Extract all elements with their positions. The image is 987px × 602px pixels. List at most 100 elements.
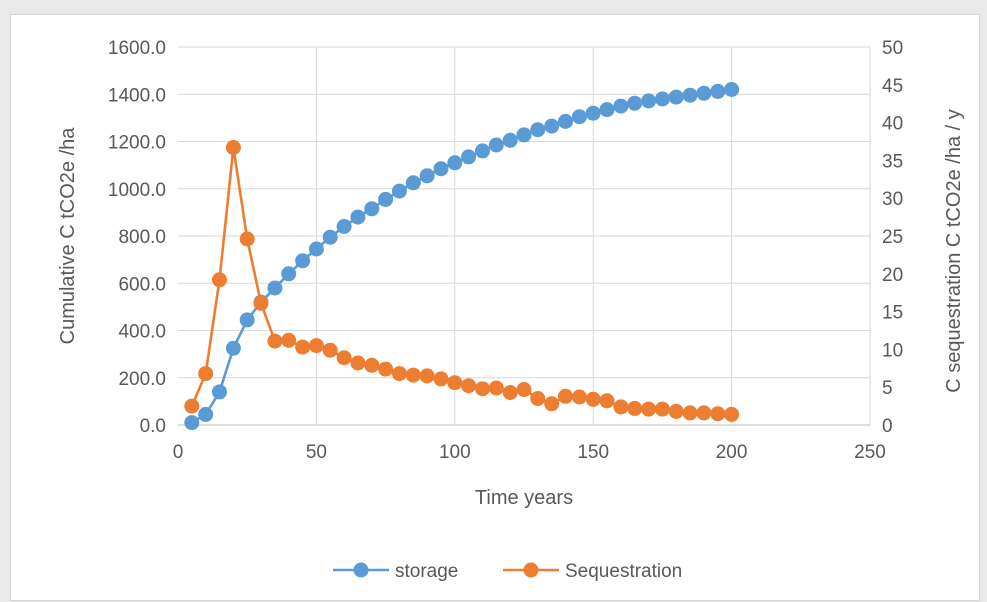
y-right-tick-label: 15 bbox=[882, 303, 903, 324]
data-point bbox=[475, 381, 490, 397]
data-point bbox=[544, 118, 560, 134]
data-point bbox=[710, 83, 726, 99]
grid-layer bbox=[178, 46, 871, 426]
data-point bbox=[433, 371, 449, 387]
data-point bbox=[419, 368, 435, 384]
x-tick-label: 50 bbox=[306, 442, 327, 463]
data-point bbox=[668, 89, 684, 105]
data-point bbox=[281, 266, 297, 282]
data-point bbox=[571, 109, 587, 125]
data-point bbox=[239, 312, 255, 328]
data-point bbox=[391, 366, 407, 382]
x-axis-title: Time years bbox=[475, 487, 573, 509]
y-right-tick-label: 45 bbox=[882, 76, 903, 97]
data-point bbox=[585, 391, 601, 407]
data-point bbox=[571, 389, 587, 405]
data-point bbox=[225, 140, 241, 155]
data-point bbox=[281, 332, 297, 348]
data-point bbox=[212, 384, 227, 400]
y-right-tick-label: 0 bbox=[882, 416, 893, 437]
data-point bbox=[654, 91, 670, 107]
data-point bbox=[447, 375, 463, 391]
legend-marker bbox=[523, 562, 539, 578]
data-point bbox=[654, 401, 670, 417]
legend-marker bbox=[353, 562, 369, 578]
data-point bbox=[322, 229, 338, 245]
data-point bbox=[433, 161, 449, 177]
legend: storage Sequestration bbox=[333, 561, 682, 582]
data-point bbox=[724, 406, 740, 422]
data-point bbox=[364, 357, 380, 373]
data-point bbox=[682, 87, 698, 103]
data-point bbox=[184, 398, 200, 414]
data-point bbox=[696, 405, 712, 421]
legend-label: storage bbox=[395, 561, 458, 582]
data-point bbox=[267, 280, 283, 296]
y-left-tick-label: 600.0 bbox=[118, 274, 166, 295]
y-right-tick-labels: 0 5 10 15 20 25 30 35 40 45 50 bbox=[882, 38, 903, 437]
y-right-tick-label: 35 bbox=[882, 151, 903, 172]
data-point bbox=[627, 400, 643, 416]
y-left-tick-label: 800.0 bbox=[118, 227, 166, 248]
y-left-axis-title: Cumulative C tCO2e /ha bbox=[57, 127, 79, 345]
y-right-tick-label: 5 bbox=[882, 378, 893, 399]
y-left-tick-label: 1600.0 bbox=[108, 38, 166, 59]
data-point bbox=[599, 393, 615, 409]
data-point bbox=[350, 209, 366, 225]
data-point bbox=[419, 168, 435, 184]
data-point bbox=[710, 406, 726, 422]
y-right-tick-label: 50 bbox=[882, 38, 903, 59]
data-point bbox=[502, 132, 518, 148]
data-point bbox=[461, 149, 477, 165]
data-point bbox=[516, 127, 532, 143]
data-point bbox=[627, 95, 643, 111]
data-point bbox=[682, 405, 698, 421]
y-left-tick-label: 0.0 bbox=[140, 416, 166, 437]
data-point bbox=[308, 338, 324, 354]
data-point bbox=[696, 85, 712, 101]
data-point bbox=[378, 361, 394, 377]
legend-item: Sequestration bbox=[503, 561, 682, 582]
data-point bbox=[488, 137, 504, 153]
data-point bbox=[364, 201, 380, 217]
data-point bbox=[641, 401, 657, 417]
data-point bbox=[530, 391, 546, 406]
y-left-tick-label: 400.0 bbox=[118, 322, 166, 343]
data-point bbox=[198, 366, 214, 382]
data-point bbox=[267, 333, 283, 349]
data-point bbox=[322, 342, 338, 358]
data-point bbox=[613, 399, 629, 415]
data-point bbox=[599, 102, 615, 118]
y-left-tick-label: 1400.0 bbox=[108, 85, 166, 106]
series-line bbox=[191, 88, 732, 424]
data-point bbox=[308, 241, 324, 257]
x-tick-labels: 0 50 100 150 200 250 bbox=[173, 442, 886, 463]
y-right-tick-label: 30 bbox=[882, 189, 903, 210]
data-point bbox=[641, 93, 657, 109]
data-point bbox=[184, 415, 200, 431]
x-tick-label: 0 bbox=[173, 442, 184, 463]
x-tick-label: 100 bbox=[439, 442, 471, 463]
data-point bbox=[461, 378, 477, 394]
data-point bbox=[668, 403, 684, 419]
data-point bbox=[212, 272, 227, 288]
data-point bbox=[488, 380, 504, 396]
data-point bbox=[558, 388, 573, 404]
data-point bbox=[336, 219, 352, 234]
y-left-tick-label: 1200.0 bbox=[108, 133, 166, 154]
data-point bbox=[475, 143, 490, 159]
data-point bbox=[336, 350, 352, 366]
data-point bbox=[530, 122, 546, 138]
data-point bbox=[253, 295, 269, 311]
y-right-tick-label: 10 bbox=[882, 340, 903, 361]
data-point bbox=[613, 98, 629, 114]
data-point bbox=[447, 155, 463, 171]
data-point bbox=[225, 340, 241, 356]
data-point bbox=[295, 253, 311, 269]
chart-frame: 0 50 100 150 200 250 0.0 200.0 400.0 600.0 800.0 1… bbox=[10, 14, 980, 601]
data-point bbox=[198, 406, 214, 422]
y-left-tick-label: 1000.0 bbox=[108, 180, 166, 201]
data-point bbox=[405, 175, 421, 191]
y-right-tick-label: 25 bbox=[882, 227, 903, 248]
data-point bbox=[391, 183, 407, 199]
